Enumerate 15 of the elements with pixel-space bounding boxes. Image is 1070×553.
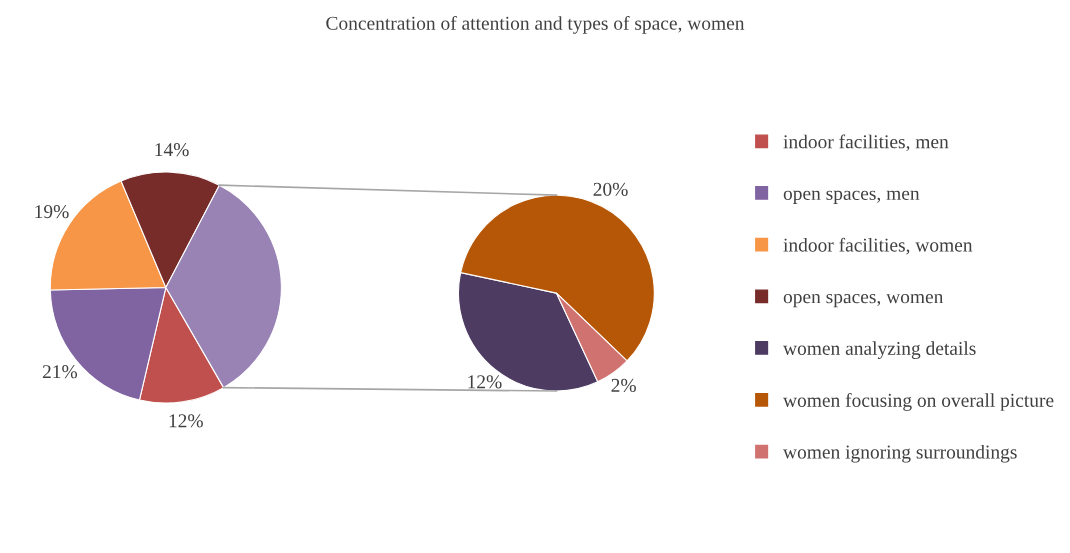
data-label: 20% [593, 182, 628, 196]
data-label: 19% [35, 205, 69, 219]
legend-label: women ignoring surroundings [783, 444, 1017, 463]
legend-label: indoor facilities, women [783, 237, 973, 255]
data-label: 2% [611, 378, 636, 392]
legend-label: open spaces, men [783, 190, 920, 204]
legend-label: women focusing on overall picture [783, 393, 1054, 411]
data-label: 12% [468, 375, 502, 389]
legend-label: women analyzing details [783, 341, 976, 359]
data-label: 12% [169, 414, 203, 428]
legend-label: open spaces, women [783, 293, 944, 308]
chart-title: Concentration of attention and types of space, women [326, 15, 745, 34]
data-label: 21% [42, 365, 78, 379]
legend-label: indoor facilities, men [783, 134, 949, 152]
data-label: 14% [155, 143, 189, 157]
